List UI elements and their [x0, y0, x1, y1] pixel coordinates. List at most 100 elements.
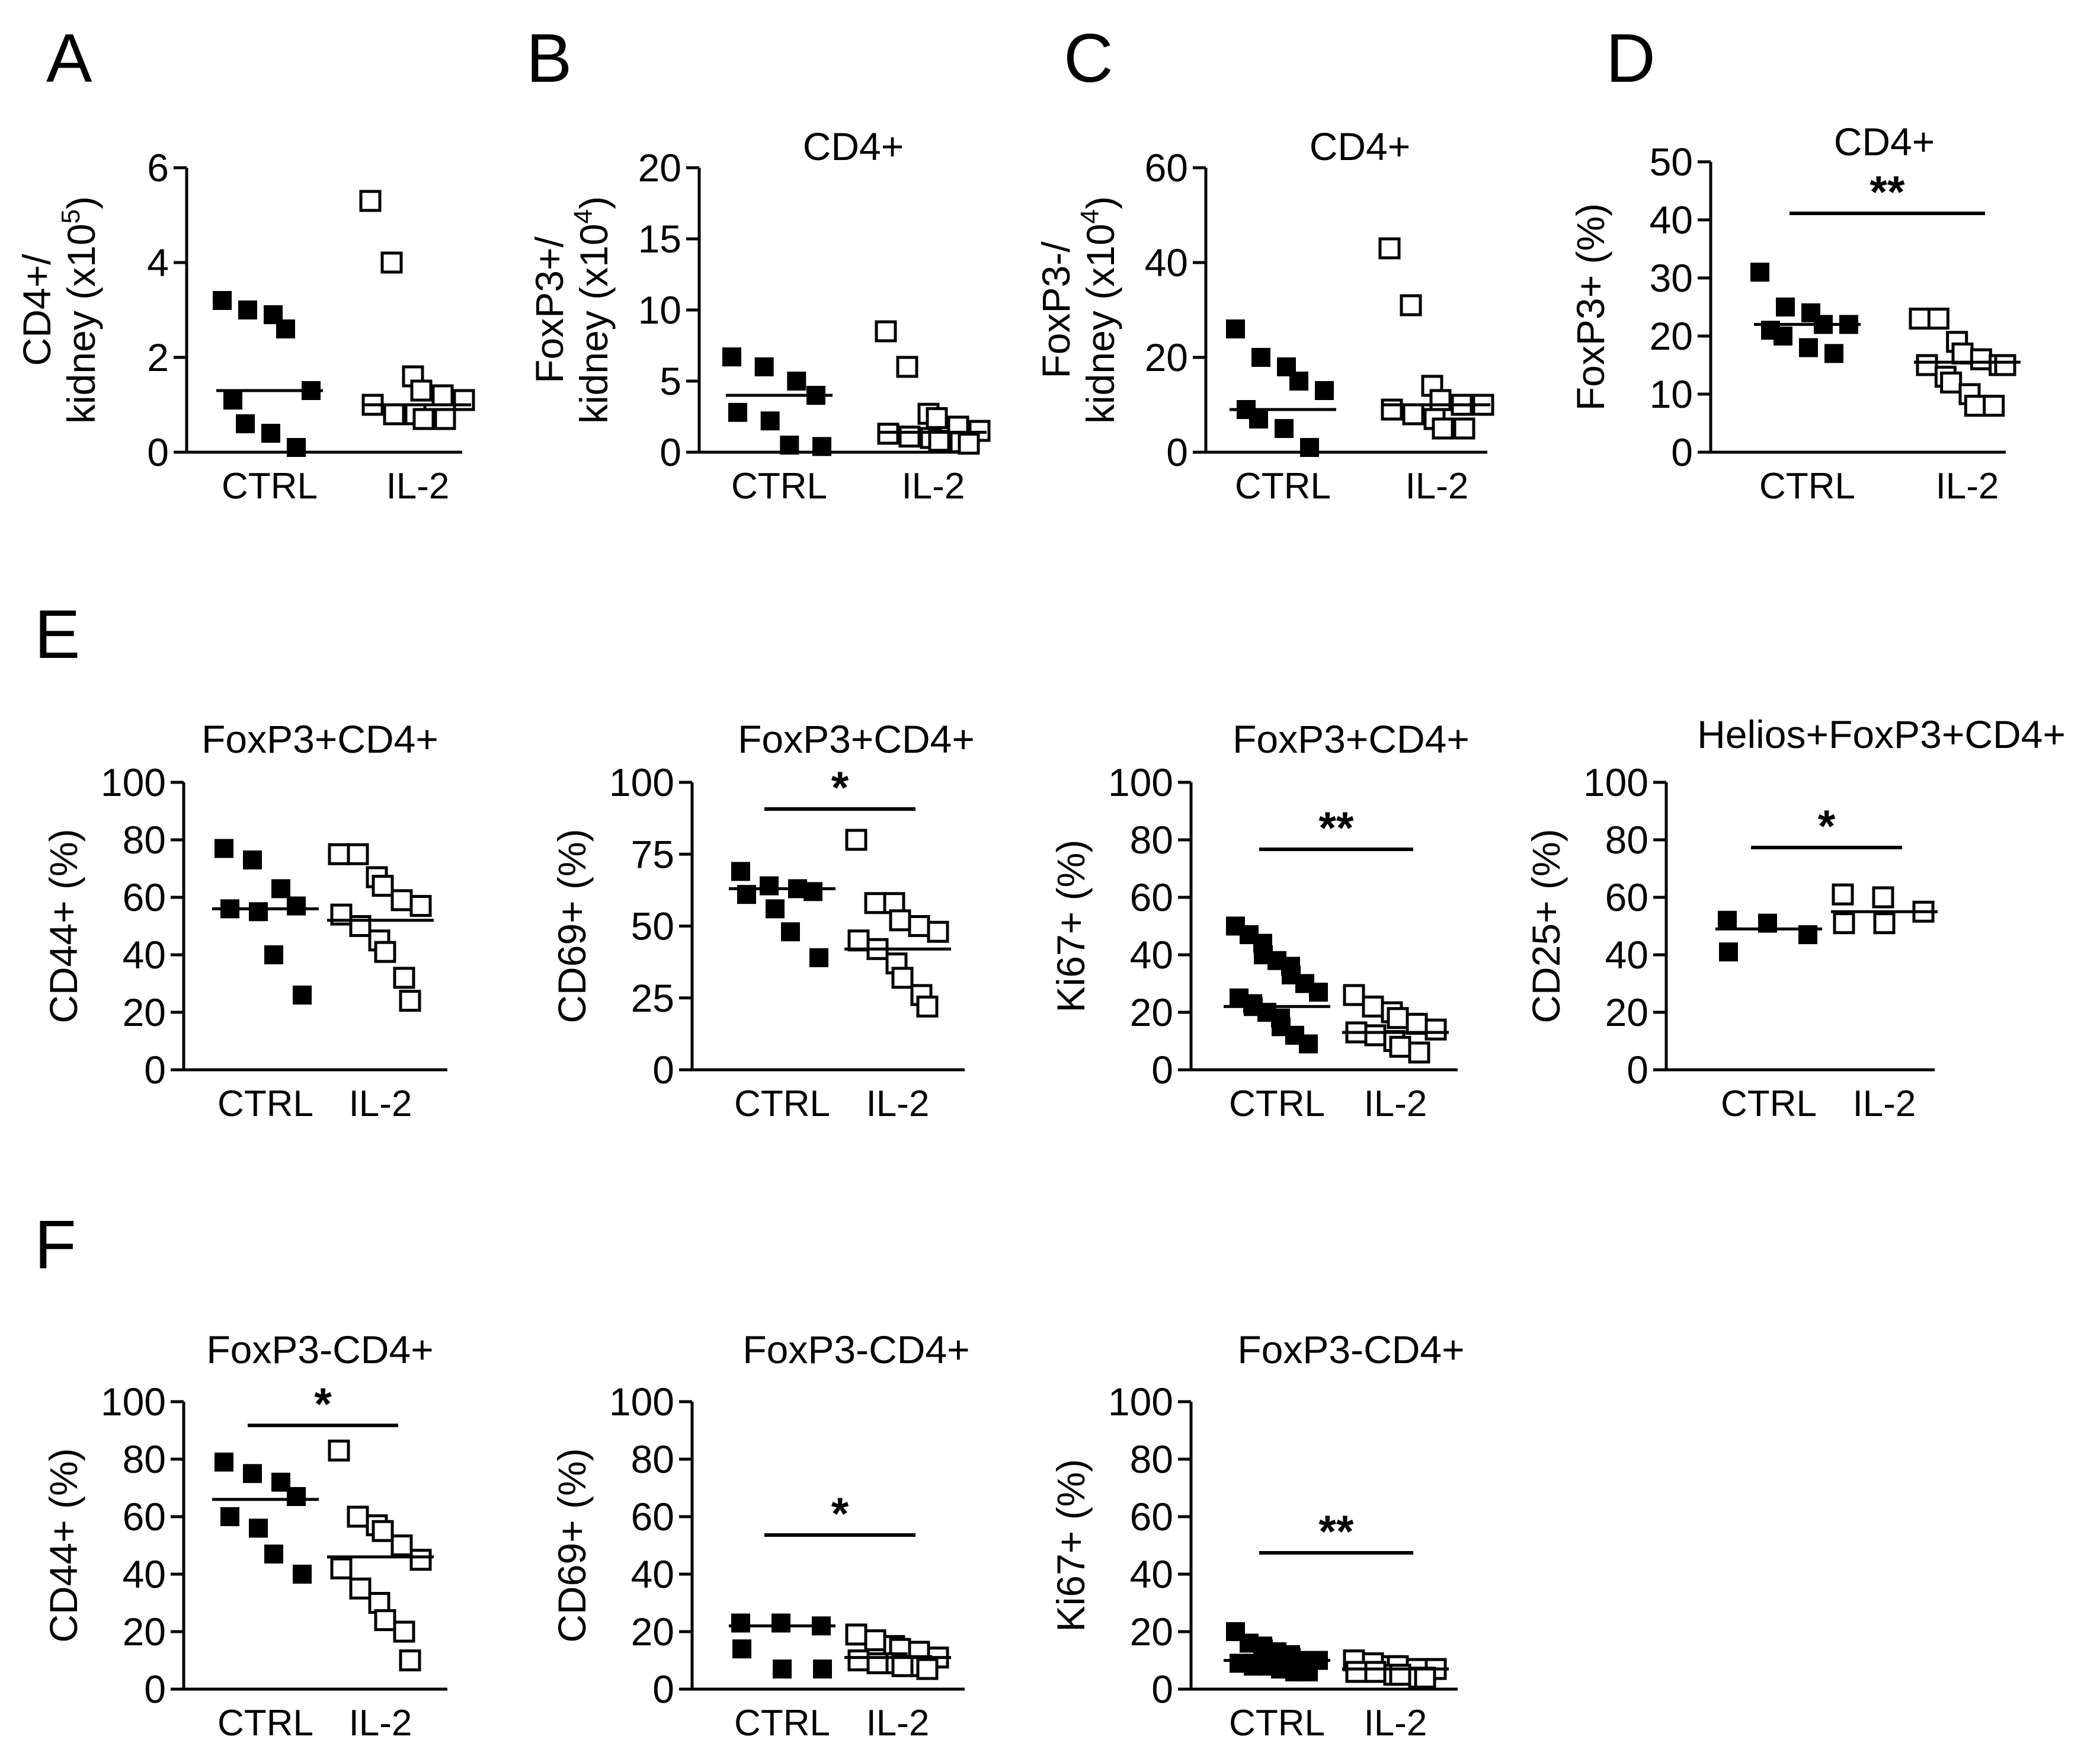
data-point [1718, 910, 1737, 930]
series-il-2 [1378, 237, 1494, 440]
y-tick-label: 0 [1151, 1667, 1173, 1711]
data-point [328, 843, 350, 865]
data-point [249, 1518, 268, 1538]
data-point [264, 1545, 283, 1564]
y-tick-label: 20 [1130, 1610, 1173, 1654]
x-category-label: CTRL [217, 1083, 313, 1124]
data-point [1226, 319, 1245, 338]
y-tick-label: 20 [631, 1610, 674, 1654]
data-point [1429, 389, 1452, 411]
y-tick-label: 30 [1650, 256, 1693, 300]
data-point [380, 251, 403, 274]
data-point [238, 300, 257, 319]
data-point [390, 889, 413, 912]
y-tick-label: 50 [631, 904, 674, 948]
data-point [1381, 398, 1403, 421]
data-point [1251, 348, 1270, 367]
data-point [372, 875, 394, 897]
data-point [1970, 348, 1992, 370]
data-point [1345, 1661, 1368, 1683]
data-point [293, 985, 312, 1005]
y-axis-label-line1: CD4+/ [15, 254, 59, 366]
data-point [875, 320, 897, 343]
significance-stars: * [831, 763, 849, 813]
data-point [1275, 419, 1294, 438]
data-point [780, 436, 799, 455]
y-tick-label: 60 [123, 875, 166, 919]
y-tick-label: 60 [123, 1495, 166, 1539]
data-point [213, 291, 232, 310]
y-tick-label: 20 [1130, 990, 1173, 1034]
x-category-label: CTRL [1759, 466, 1855, 507]
y-axis-label: CD44+ (%) [41, 829, 85, 1023]
y-tick-label: 50 [1650, 140, 1693, 184]
x-category-label: IL-2 [1364, 1703, 1427, 1744]
y-tick-label: 20 [123, 990, 166, 1034]
chart-panel-e3: FoxP3+CD4+ 0 20 40 60 80 100 CTRL IL-2 Ki67+ (%) *… [1049, 717, 1470, 1124]
x-category-label: IL-2 [349, 1083, 412, 1124]
y-tick-label: 2 [147, 335, 169, 379]
data-point [722, 347, 741, 367]
y-axis-label-line2: kidney (x105) [56, 196, 103, 424]
data-point [754, 357, 774, 376]
series-il-2 [327, 843, 434, 1012]
data-point [1299, 1034, 1318, 1054]
chart-title: FoxP3+CD4+ [1233, 717, 1470, 761]
y-tick-label: 40 [631, 1552, 674, 1596]
series-il-2 [844, 1623, 951, 1680]
data-point [1824, 344, 1843, 363]
data-point [916, 1658, 939, 1680]
x-category-label: CTRL [222, 466, 318, 507]
y-tick-label: 60 [1145, 146, 1188, 190]
x-category-label: CTRL [1721, 1083, 1817, 1124]
y-tick-label: 100 [101, 760, 166, 804]
y-tick-label: 80 [123, 1437, 166, 1481]
x-category-label: IL-2 [349, 1703, 412, 1744]
data-point [374, 1609, 396, 1632]
data-point [847, 929, 870, 952]
y-tick-label: 4 [147, 241, 169, 284]
data-point [453, 389, 475, 411]
data-point [1833, 912, 1855, 935]
x-category-label: CTRL [734, 1083, 830, 1124]
data-point [264, 945, 283, 964]
y-tick-label: 100 [1108, 1380, 1173, 1424]
data-point [1424, 1018, 1447, 1041]
data-point [393, 967, 415, 989]
y-tick-label: 80 [1605, 818, 1648, 862]
y-tick-label: 0 [660, 430, 681, 474]
data-point [215, 1452, 233, 1472]
y-axis-label-line2: kidney (x104) [569, 196, 616, 424]
data-point [287, 438, 306, 457]
data-point [409, 1549, 432, 1571]
data-point [1364, 1024, 1387, 1047]
data-point [1414, 1667, 1436, 1689]
data-point [393, 1620, 415, 1643]
data-point [898, 426, 921, 448]
data-point [891, 967, 914, 989]
x-category-label: IL-2 [1406, 466, 1469, 507]
chart-panel-f1: FoxP3-CD4+ 0 20 40 60 80 100 CTRL IL-2 CD44+ (%) * [41, 1328, 447, 1744]
data-point [1750, 263, 1769, 282]
data-point [359, 190, 382, 212]
data-point [293, 1565, 312, 1584]
y-tick-label: 0 [1151, 1048, 1173, 1092]
data-point [372, 1520, 394, 1542]
data-point [383, 403, 405, 426]
data-point [1799, 338, 1818, 357]
x-category-label: CTRL [734, 1703, 830, 1744]
data-point [1951, 342, 1974, 364]
data-point [813, 1660, 832, 1679]
data-point [908, 915, 930, 937]
data-point [1994, 354, 2016, 376]
chart-title: FoxP3-CD4+ [1237, 1328, 1464, 1371]
chart-panel-e4: Helios+FoxP3+CD4+ 0 20 40 60 80 100 CTRL IL-2 CD2… [1524, 712, 2066, 1124]
chart-panel-d: CD4+ 0 10 20 30 40 50 CTRL IL-2 FoxP3+ (%) ** [1568, 120, 2021, 507]
data-point [243, 850, 262, 869]
y-axis-label: CD44+ (%) [41, 1448, 85, 1642]
x-category-label: IL-2 [1853, 1083, 1916, 1124]
data-point [1406, 1012, 1428, 1035]
data-point [803, 882, 822, 901]
data-point [1872, 886, 1894, 909]
